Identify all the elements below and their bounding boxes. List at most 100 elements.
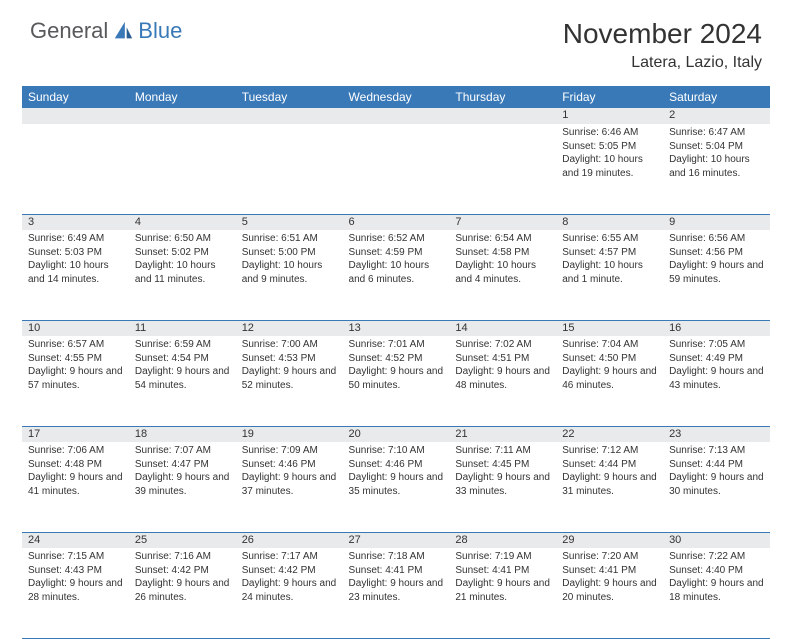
day-details: Sunrise: 7:06 AMSunset: 4:48 PMDaylight:… (22, 442, 129, 532)
daylight-text: Daylight: 10 hours and 11 minutes. (135, 259, 230, 286)
sunset-text: Sunset: 4:48 PM (28, 458, 123, 472)
day-details: Sunrise: 6:57 AMSunset: 4:55 PMDaylight:… (22, 336, 129, 426)
sunset-text: Sunset: 4:49 PM (669, 352, 764, 366)
sunrise-text: Sunrise: 6:51 AM (242, 232, 337, 246)
sunset-text: Sunset: 4:40 PM (669, 564, 764, 578)
sunrise-text: Sunrise: 6:59 AM (135, 338, 230, 352)
day-number (343, 108, 450, 124)
weekday-header: Saturday (663, 86, 770, 108)
sunrise-text: Sunrise: 7:22 AM (669, 550, 764, 564)
daylight-text: Daylight: 10 hours and 1 minute. (562, 259, 657, 286)
sunrise-text: Sunrise: 6:47 AM (669, 126, 764, 140)
day-details: Sunrise: 6:49 AMSunset: 5:03 PMDaylight:… (22, 230, 129, 320)
day-number: 28 (449, 532, 556, 548)
day-number: 12 (236, 320, 343, 336)
sunrise-text: Sunrise: 7:07 AM (135, 444, 230, 458)
daylight-text: Daylight: 9 hours and 31 minutes. (562, 471, 657, 498)
weekday-header: Monday (129, 86, 236, 108)
weekday-header: Friday (556, 86, 663, 108)
sunrise-text: Sunrise: 7:10 AM (349, 444, 444, 458)
sunset-text: Sunset: 4:59 PM (349, 246, 444, 260)
title-block: November 2024 Latera, Lazio, Italy (563, 18, 762, 72)
weekday-header: Tuesday (236, 86, 343, 108)
sunrise-text: Sunrise: 7:12 AM (562, 444, 657, 458)
header: General Blue November 2024 Latera, Lazio… (0, 0, 792, 80)
day-number: 24 (22, 532, 129, 548)
day-number (22, 108, 129, 124)
sunrise-text: Sunrise: 7:19 AM (455, 550, 550, 564)
daylight-text: Daylight: 9 hours and 54 minutes. (135, 365, 230, 392)
daylight-text: Daylight: 9 hours and 39 minutes. (135, 471, 230, 498)
day-details: Sunrise: 6:47 AMSunset: 5:04 PMDaylight:… (663, 124, 770, 214)
day-details: Sunrise: 7:00 AMSunset: 4:53 PMDaylight:… (236, 336, 343, 426)
day-details: Sunrise: 7:16 AMSunset: 4:42 PMDaylight:… (129, 548, 236, 638)
sunset-text: Sunset: 5:04 PM (669, 140, 764, 154)
day-number (236, 108, 343, 124)
day-number: 20 (343, 426, 450, 442)
day-details: Sunrise: 7:01 AMSunset: 4:52 PMDaylight:… (343, 336, 450, 426)
details-row: Sunrise: 6:46 AMSunset: 5:05 PMDaylight:… (22, 124, 770, 214)
daynum-row: 12 (22, 108, 770, 124)
sunrise-text: Sunrise: 7:15 AM (28, 550, 123, 564)
sunrise-text: Sunrise: 6:49 AM (28, 232, 123, 246)
daynum-row: 3456789 (22, 214, 770, 230)
day-details: Sunrise: 7:09 AMSunset: 4:46 PMDaylight:… (236, 442, 343, 532)
weekday-header: Thursday (449, 86, 556, 108)
daylight-text: Daylight: 9 hours and 21 minutes. (455, 577, 550, 604)
sunrise-text: Sunrise: 7:02 AM (455, 338, 550, 352)
daylight-text: Daylight: 9 hours and 30 minutes. (669, 471, 764, 498)
day-details: Sunrise: 7:18 AMSunset: 4:41 PMDaylight:… (343, 548, 450, 638)
day-number: 14 (449, 320, 556, 336)
day-number (449, 108, 556, 124)
day-number: 19 (236, 426, 343, 442)
weekday-header-row: Sunday Monday Tuesday Wednesday Thursday… (22, 86, 770, 108)
day-number: 6 (343, 214, 450, 230)
calendar-table: Sunday Monday Tuesday Wednesday Thursday… (22, 86, 770, 639)
daylight-text: Daylight: 10 hours and 19 minutes. (562, 153, 657, 180)
weekday-header: Sunday (22, 86, 129, 108)
daynum-row: 10111213141516 (22, 320, 770, 336)
logo-sail-icon (112, 20, 134, 42)
day-number: 16 (663, 320, 770, 336)
sunset-text: Sunset: 5:00 PM (242, 246, 337, 260)
day-number: 4 (129, 214, 236, 230)
day-number: 25 (129, 532, 236, 548)
details-row: Sunrise: 7:06 AMSunset: 4:48 PMDaylight:… (22, 442, 770, 532)
day-details: Sunrise: 6:50 AMSunset: 5:02 PMDaylight:… (129, 230, 236, 320)
sunrise-text: Sunrise: 6:50 AM (135, 232, 230, 246)
sunrise-text: Sunrise: 7:11 AM (455, 444, 550, 458)
sunset-text: Sunset: 4:41 PM (455, 564, 550, 578)
day-details: Sunrise: 7:02 AMSunset: 4:51 PMDaylight:… (449, 336, 556, 426)
sunset-text: Sunset: 4:57 PM (562, 246, 657, 260)
sunrise-text: Sunrise: 7:04 AM (562, 338, 657, 352)
day-number: 2 (663, 108, 770, 124)
details-row: Sunrise: 7:15 AMSunset: 4:43 PMDaylight:… (22, 548, 770, 638)
sunrise-text: Sunrise: 7:16 AM (135, 550, 230, 564)
sunset-text: Sunset: 4:47 PM (135, 458, 230, 472)
sunset-text: Sunset: 4:54 PM (135, 352, 230, 366)
day-number: 26 (236, 532, 343, 548)
month-title: November 2024 (563, 18, 762, 50)
daylight-text: Daylight: 9 hours and 24 minutes. (242, 577, 337, 604)
sunset-text: Sunset: 4:53 PM (242, 352, 337, 366)
sunset-text: Sunset: 4:44 PM (562, 458, 657, 472)
day-details: Sunrise: 7:07 AMSunset: 4:47 PMDaylight:… (129, 442, 236, 532)
sunset-text: Sunset: 4:51 PM (455, 352, 550, 366)
sunrise-text: Sunrise: 7:00 AM (242, 338, 337, 352)
location: Latera, Lazio, Italy (563, 54, 762, 72)
sunrise-text: Sunrise: 7:01 AM (349, 338, 444, 352)
daylight-text: Daylight: 9 hours and 59 minutes. (669, 259, 764, 286)
day-details: Sunrise: 7:10 AMSunset: 4:46 PMDaylight:… (343, 442, 450, 532)
day-details: Sunrise: 6:54 AMSunset: 4:58 PMDaylight:… (449, 230, 556, 320)
daylight-text: Daylight: 9 hours and 26 minutes. (135, 577, 230, 604)
day-number: 7 (449, 214, 556, 230)
weekday-header: Wednesday (343, 86, 450, 108)
sunset-text: Sunset: 4:44 PM (669, 458, 764, 472)
day-number: 9 (663, 214, 770, 230)
daylight-text: Daylight: 9 hours and 48 minutes. (455, 365, 550, 392)
sunset-text: Sunset: 4:52 PM (349, 352, 444, 366)
day-details: Sunrise: 7:04 AMSunset: 4:50 PMDaylight:… (556, 336, 663, 426)
daylight-text: Daylight: 9 hours and 23 minutes. (349, 577, 444, 604)
day-details: Sunrise: 6:52 AMSunset: 4:59 PMDaylight:… (343, 230, 450, 320)
daynum-row: 17181920212223 (22, 426, 770, 442)
